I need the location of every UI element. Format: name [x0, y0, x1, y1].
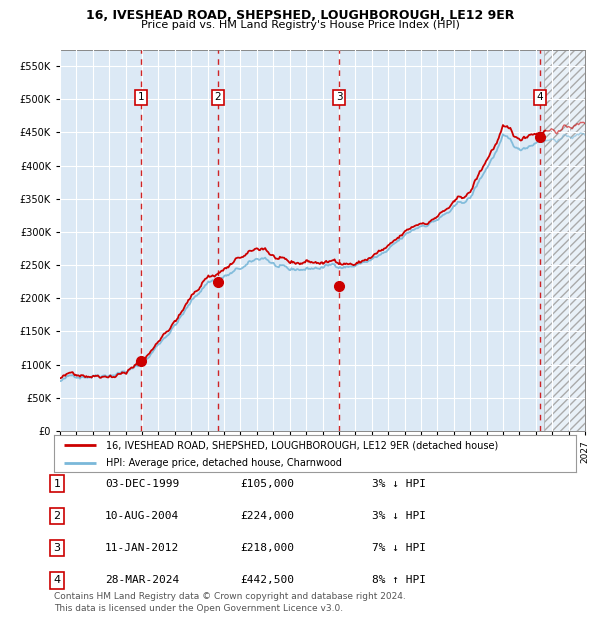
Text: 16, IVESHEAD ROAD, SHEPSHED, LOUGHBOROUGH, LE12 9ER (detached house): 16, IVESHEAD ROAD, SHEPSHED, LOUGHBOROUG…: [106, 440, 499, 450]
Text: 3% ↓ HPI: 3% ↓ HPI: [372, 479, 426, 489]
Text: 10-AUG-2004: 10-AUG-2004: [105, 511, 179, 521]
Text: HPI: Average price, detached house, Charnwood: HPI: Average price, detached house, Char…: [106, 458, 342, 468]
Text: 3% ↓ HPI: 3% ↓ HPI: [372, 511, 426, 521]
Text: £218,000: £218,000: [240, 543, 294, 553]
Text: 3: 3: [53, 543, 61, 553]
Text: 4: 4: [536, 92, 543, 102]
Text: 8% ↑ HPI: 8% ↑ HPI: [372, 575, 426, 585]
Text: £105,000: £105,000: [240, 479, 294, 489]
Text: This data is licensed under the Open Government Licence v3.0.: This data is licensed under the Open Gov…: [54, 603, 343, 613]
Text: Price paid vs. HM Land Registry's House Price Index (HPI): Price paid vs. HM Land Registry's House …: [140, 20, 460, 30]
Text: £224,000: £224,000: [240, 511, 294, 521]
Bar: [544, 50, 585, 431]
Text: 2: 2: [214, 92, 221, 102]
Text: £442,500: £442,500: [240, 575, 294, 585]
Bar: [544, 50, 585, 431]
Text: 3: 3: [336, 92, 343, 102]
Text: Contains HM Land Registry data © Crown copyright and database right 2024.: Contains HM Land Registry data © Crown c…: [54, 592, 406, 601]
Text: 28-MAR-2024: 28-MAR-2024: [105, 575, 179, 585]
Text: 16, IVESHEAD ROAD, SHEPSHED, LOUGHBOROUGH, LE12 9ER: 16, IVESHEAD ROAD, SHEPSHED, LOUGHBOROUG…: [86, 9, 514, 22]
Text: 1: 1: [53, 479, 61, 489]
Text: 2: 2: [53, 511, 61, 521]
Text: 4: 4: [53, 575, 61, 585]
Text: 1: 1: [137, 92, 144, 102]
Text: 11-JAN-2012: 11-JAN-2012: [105, 543, 179, 553]
Text: 7% ↓ HPI: 7% ↓ HPI: [372, 543, 426, 553]
Text: 03-DEC-1999: 03-DEC-1999: [105, 479, 179, 489]
